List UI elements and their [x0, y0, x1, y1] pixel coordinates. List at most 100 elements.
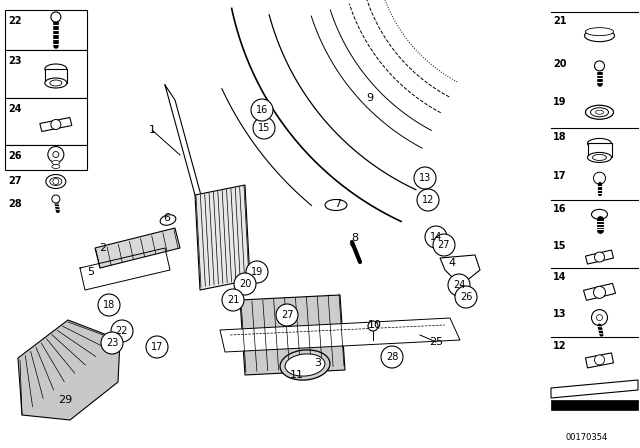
Circle shape — [417, 189, 439, 211]
Text: 29: 29 — [58, 395, 72, 405]
Polygon shape — [95, 228, 180, 268]
Circle shape — [53, 178, 59, 185]
Text: 23: 23 — [106, 338, 118, 348]
Text: 16: 16 — [553, 204, 566, 214]
Text: 28: 28 — [386, 352, 398, 362]
Text: 24: 24 — [453, 280, 465, 290]
Text: 28: 28 — [8, 199, 22, 209]
Circle shape — [595, 252, 605, 262]
Text: 5: 5 — [88, 267, 95, 277]
Polygon shape — [40, 117, 72, 132]
Polygon shape — [240, 295, 345, 375]
Ellipse shape — [50, 80, 62, 86]
Text: 9: 9 — [367, 93, 374, 103]
Text: 24: 24 — [8, 104, 22, 114]
Text: 22: 22 — [116, 326, 128, 336]
Text: 17: 17 — [151, 342, 163, 352]
Text: 22: 22 — [8, 16, 22, 26]
FancyBboxPatch shape — [5, 145, 87, 170]
Ellipse shape — [50, 177, 62, 185]
Circle shape — [52, 195, 60, 203]
Text: 17: 17 — [553, 171, 566, 181]
Text: 13: 13 — [419, 173, 431, 183]
Circle shape — [51, 120, 61, 129]
Circle shape — [414, 167, 436, 189]
Text: 14: 14 — [430, 232, 442, 242]
Circle shape — [251, 99, 273, 121]
Circle shape — [593, 286, 605, 298]
Circle shape — [222, 289, 244, 311]
Ellipse shape — [588, 152, 611, 163]
Ellipse shape — [285, 354, 325, 376]
Ellipse shape — [591, 108, 609, 117]
Text: 27: 27 — [438, 240, 451, 250]
Ellipse shape — [595, 110, 604, 114]
Polygon shape — [551, 380, 638, 398]
Text: 12: 12 — [553, 341, 566, 351]
Text: 15: 15 — [258, 123, 270, 133]
Circle shape — [596, 314, 602, 321]
Polygon shape — [195, 185, 250, 290]
Polygon shape — [586, 353, 614, 368]
Text: 7: 7 — [335, 199, 342, 209]
Text: 16: 16 — [256, 105, 268, 115]
Circle shape — [111, 320, 133, 342]
Text: 00170354: 00170354 — [565, 433, 607, 442]
Text: 26: 26 — [8, 151, 22, 161]
Circle shape — [234, 273, 256, 295]
FancyBboxPatch shape — [588, 143, 611, 157]
Ellipse shape — [45, 78, 67, 88]
Ellipse shape — [52, 164, 60, 168]
Text: 10: 10 — [368, 320, 382, 330]
Circle shape — [51, 12, 61, 22]
Ellipse shape — [588, 138, 611, 148]
Text: 18: 18 — [103, 300, 115, 310]
FancyBboxPatch shape — [5, 50, 87, 98]
Text: 2: 2 — [99, 243, 107, 253]
Polygon shape — [586, 250, 614, 264]
Circle shape — [368, 321, 378, 331]
Text: 12: 12 — [422, 195, 434, 205]
Text: 1: 1 — [148, 125, 156, 135]
Circle shape — [595, 355, 605, 365]
Text: 19: 19 — [553, 97, 566, 107]
Circle shape — [146, 336, 168, 358]
Ellipse shape — [586, 105, 614, 119]
Text: 21: 21 — [553, 16, 566, 26]
Text: 20: 20 — [553, 59, 566, 69]
Text: 19: 19 — [251, 267, 263, 277]
Circle shape — [98, 294, 120, 316]
Polygon shape — [584, 283, 616, 300]
Bar — [551, 400, 638, 410]
Text: 27: 27 — [281, 310, 293, 320]
Circle shape — [425, 226, 447, 248]
Ellipse shape — [584, 30, 614, 42]
Ellipse shape — [160, 215, 176, 225]
Circle shape — [448, 274, 470, 296]
Ellipse shape — [586, 28, 614, 36]
Circle shape — [246, 261, 268, 283]
Ellipse shape — [52, 160, 60, 164]
Circle shape — [53, 151, 59, 158]
Text: 18: 18 — [553, 132, 566, 142]
Text: 23: 23 — [8, 56, 22, 66]
Text: 15: 15 — [553, 241, 566, 251]
Circle shape — [253, 117, 275, 139]
Circle shape — [101, 332, 123, 354]
Text: 8: 8 — [351, 233, 358, 243]
Text: 26: 26 — [460, 292, 472, 302]
Ellipse shape — [593, 155, 607, 160]
Polygon shape — [220, 318, 460, 352]
Text: 27: 27 — [8, 176, 22, 186]
Circle shape — [276, 304, 298, 326]
Circle shape — [591, 310, 607, 326]
Ellipse shape — [591, 209, 607, 220]
Ellipse shape — [46, 175, 66, 189]
Circle shape — [381, 346, 403, 368]
Text: 21: 21 — [227, 295, 239, 305]
Text: 20: 20 — [239, 279, 251, 289]
Circle shape — [595, 61, 605, 71]
Ellipse shape — [280, 350, 330, 380]
Circle shape — [433, 234, 455, 256]
Text: 13: 13 — [553, 309, 566, 319]
